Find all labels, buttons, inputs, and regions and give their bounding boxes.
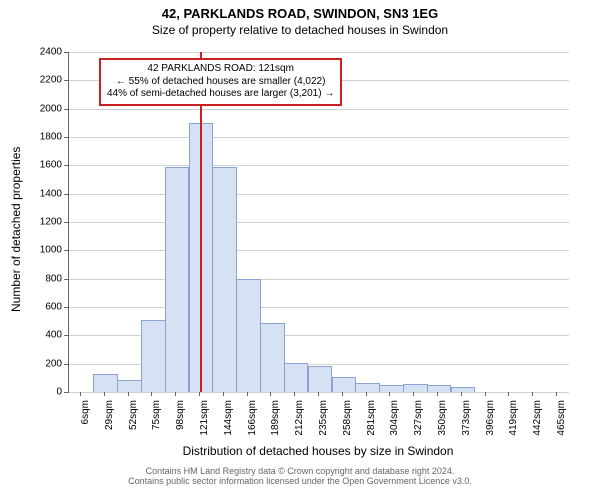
- x-tick-label: 258sqm: [342, 400, 353, 440]
- chart-container: 42, PARKLANDS ROAD, SWINDON, SN3 1EG Siz…: [0, 0, 600, 500]
- x-tick: [318, 392, 319, 396]
- info-line-3: 44% of semi-detached houses are larger (…: [107, 88, 334, 101]
- x-tick-label: 98sqm: [175, 400, 186, 440]
- y-tick-label: 400: [30, 330, 62, 341]
- bar: [403, 384, 428, 392]
- x-tick: [485, 392, 486, 396]
- chart-title: 42, PARKLANDS ROAD, SWINDON, SN3 1EG: [0, 0, 600, 21]
- x-tick-label: 166sqm: [247, 400, 258, 440]
- x-tick-label: 75sqm: [151, 400, 162, 440]
- x-tick: [128, 392, 129, 396]
- info-box: 42 PARKLANDS ROAD: 121sqm ← 55% of detac…: [99, 58, 342, 106]
- y-tick-label: 1000: [30, 245, 62, 256]
- bar: [284, 363, 309, 392]
- x-tick: [175, 392, 176, 396]
- bar: [212, 167, 237, 392]
- bar: [165, 167, 190, 392]
- y-tick-label: 2200: [30, 75, 62, 86]
- gridline: [69, 307, 569, 308]
- x-tick: [80, 392, 81, 396]
- y-tick-label: 200: [30, 358, 62, 369]
- x-tick-label: 419sqm: [508, 400, 519, 440]
- footer-line-2: Contains public sector information licen…: [0, 476, 600, 486]
- x-tick: [294, 392, 295, 396]
- x-tick: [532, 392, 533, 396]
- x-tick: [151, 392, 152, 396]
- plot-area: 42 PARKLANDS ROAD: 121sqm ← 55% of detac…: [68, 52, 569, 393]
- x-tick-label: 396sqm: [485, 400, 496, 440]
- bar: [379, 385, 404, 392]
- y-tick-label: 1400: [30, 188, 62, 199]
- x-tick-label: 350sqm: [437, 400, 448, 440]
- x-tick: [366, 392, 367, 396]
- bar: [260, 323, 285, 392]
- chart-subtitle: Size of property relative to detached ho…: [0, 21, 600, 37]
- x-tick: [556, 392, 557, 396]
- info-line-1: 42 PARKLANDS ROAD: 121sqm: [107, 63, 334, 76]
- x-tick-label: 465sqm: [556, 400, 567, 440]
- x-tick: [247, 392, 248, 396]
- x-tick: [508, 392, 509, 396]
- gridline: [69, 109, 569, 110]
- x-tick-label: 442sqm: [532, 400, 543, 440]
- gridline: [69, 137, 569, 138]
- gridline: [69, 222, 569, 223]
- y-tick-label: 1200: [30, 217, 62, 228]
- bar: [427, 385, 452, 392]
- gridline: [69, 194, 569, 195]
- x-tick: [413, 392, 414, 396]
- bar: [355, 383, 380, 393]
- gridline: [69, 279, 569, 280]
- x-tick-label: 281sqm: [366, 400, 377, 440]
- x-tick-label: 235sqm: [318, 400, 329, 440]
- gridline: [69, 250, 569, 251]
- bar: [117, 380, 142, 392]
- x-tick-label: 6sqm: [80, 400, 91, 440]
- y-tick-label: 1800: [30, 132, 62, 143]
- info-line-2: ← 55% of detached houses are smaller (4,…: [107, 76, 334, 89]
- gridline: [69, 52, 569, 53]
- x-tick-label: 189sqm: [270, 400, 281, 440]
- footer-line-1: Contains HM Land Registry data © Crown c…: [0, 466, 600, 476]
- x-tick-label: 144sqm: [223, 400, 234, 440]
- y-tick-label: 2400: [30, 47, 62, 58]
- bar: [451, 387, 476, 392]
- bar: [332, 377, 357, 392]
- x-tick: [104, 392, 105, 396]
- y-tick-label: 2000: [30, 103, 62, 114]
- x-tick-label: 29sqm: [104, 400, 115, 440]
- x-tick: [199, 392, 200, 396]
- x-axis-title: Distribution of detached houses by size …: [68, 444, 568, 458]
- x-tick-label: 212sqm: [294, 400, 305, 440]
- x-tick: [389, 392, 390, 396]
- bar: [93, 374, 118, 392]
- y-tick-label: 600: [30, 302, 62, 313]
- x-tick: [270, 392, 271, 396]
- x-tick-label: 304sqm: [389, 400, 400, 440]
- footer: Contains HM Land Registry data © Crown c…: [0, 466, 600, 486]
- y-tick-label: 0: [30, 387, 62, 398]
- x-tick: [223, 392, 224, 396]
- gridline: [69, 392, 569, 393]
- gridline: [69, 165, 569, 166]
- x-tick-label: 327sqm: [413, 400, 424, 440]
- x-tick-label: 52sqm: [128, 400, 139, 440]
- x-tick: [461, 392, 462, 396]
- bar: [308, 366, 333, 393]
- bar: [141, 320, 166, 392]
- x-tick-label: 373sqm: [461, 400, 472, 440]
- y-tick-label: 1600: [30, 160, 62, 171]
- x-tick: [437, 392, 438, 396]
- bar: [236, 279, 261, 392]
- y-axis-title: Number of detached properties: [9, 147, 23, 312]
- y-tick-label: 800: [30, 273, 62, 284]
- x-tick-label: 121sqm: [199, 400, 210, 440]
- x-tick: [342, 392, 343, 396]
